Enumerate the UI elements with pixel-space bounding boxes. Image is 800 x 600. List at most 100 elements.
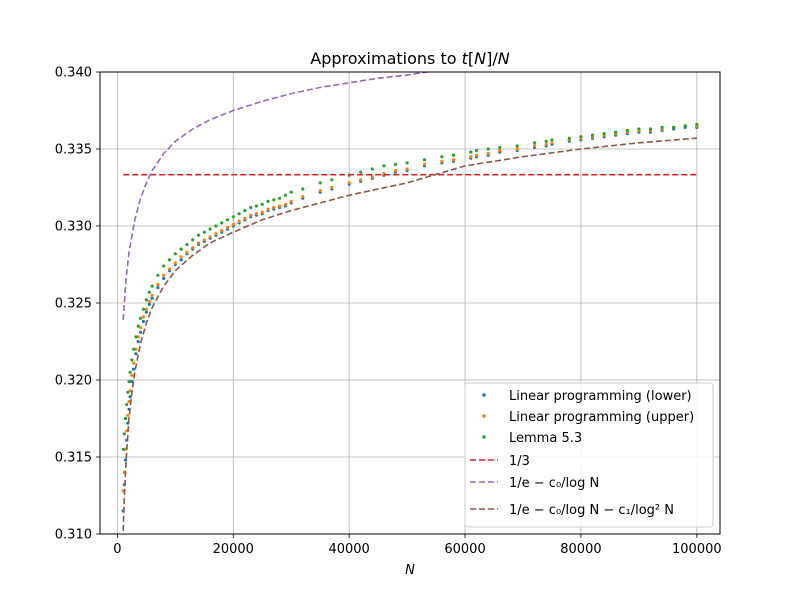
data-point: [283, 193, 287, 197]
data-point: [132, 361, 136, 365]
data-point: [196, 241, 201, 245]
data-point: [214, 224, 218, 228]
data-point: [370, 167, 374, 171]
data-point: [544, 142, 548, 146]
data-point: [405, 161, 409, 165]
data-point: [134, 352, 138, 356]
data-point: [515, 147, 519, 151]
data-point: [567, 136, 571, 140]
data-point: [150, 284, 154, 288]
data-point: [498, 145, 502, 150]
data-point: [128, 389, 132, 393]
data-point: [249, 213, 253, 217]
data-point: [123, 458, 128, 462]
data-point: [167, 258, 172, 262]
data-point: [127, 379, 131, 384]
data-point: [260, 202, 264, 206]
data-point: [625, 128, 629, 133]
data-point: [141, 315, 146, 319]
data-point: [243, 216, 247, 220]
data-point: [614, 130, 618, 134]
data-point: [208, 227, 212, 231]
data-point: [544, 139, 548, 143]
data-point: [237, 212, 241, 216]
x-tick-label: 80000: [560, 542, 601, 557]
data-point: [156, 282, 160, 287]
data-point: [469, 155, 473, 159]
data-point: [150, 296, 154, 300]
data-point: [134, 335, 138, 339]
plot-area: [121, 72, 699, 531]
data-point: [162, 264, 166, 268]
data-point: [231, 215, 235, 219]
data-point: [139, 330, 143, 334]
data-point: [260, 210, 264, 214]
data-point: [173, 252, 177, 256]
data-point: [243, 209, 247, 213]
data-point: [214, 232, 218, 236]
data-point: [127, 400, 131, 404]
legend-label: 1/e − c₀/log N: [509, 476, 599, 491]
data-point: [144, 298, 148, 302]
legend-label: 1/3: [509, 454, 530, 469]
data-point: [254, 204, 258, 208]
data-point: [179, 255, 183, 259]
data-point: [318, 189, 322, 193]
data-point: [202, 238, 206, 242]
data-point: [141, 307, 146, 311]
data-point: [289, 199, 293, 203]
data-point: [393, 169, 398, 173]
data-point: [139, 326, 143, 330]
data-point: [121, 447, 125, 451]
x-tick-label: 100000: [672, 542, 722, 557]
data-point: [179, 258, 183, 262]
data-point: [144, 310, 148, 314]
data-point: [128, 370, 132, 374]
data-point: [147, 302, 151, 307]
ticks: 0 20000 40000 60000 80000 100000 0.310 0.315 0.3…: [55, 66, 722, 558]
series-group: [121, 72, 699, 531]
data-point: [330, 185, 334, 190]
data-point: [422, 158, 427, 162]
data-point: [173, 261, 177, 265]
data-point: [225, 218, 230, 222]
data-point: [162, 273, 166, 277]
data-point: [602, 132, 606, 136]
data-point: [196, 233, 201, 237]
data-point: [167, 267, 172, 271]
y-tick-label: 0.315: [55, 451, 92, 466]
legend-label: 1/e − c₀/log N − c₁/log² N: [509, 503, 674, 518]
data-point: [272, 198, 276, 202]
data-point: [179, 247, 183, 251]
data-point: [150, 293, 154, 297]
data-point: [486, 152, 490, 156]
data-point: [382, 164, 386, 168]
data-point: [318, 181, 322, 185]
data-point: [136, 339, 140, 344]
data-point: [162, 276, 166, 280]
data-point: [126, 413, 130, 417]
legend-label: Linear programming (upper): [509, 410, 694, 425]
data-point: [289, 190, 293, 194]
data-point: [283, 202, 287, 206]
legend: Linear programming (lower) Linear program…: [464, 382, 714, 528]
data-point: [130, 358, 134, 362]
data-point: [498, 148, 502, 153]
y-tick-label: 0.320: [55, 374, 92, 389]
data-point: [220, 221, 224, 225]
legend-label: Lemma 5.3: [509, 431, 582, 446]
data-point: [156, 273, 160, 277]
data-point: [359, 178, 363, 182]
data-point: [660, 125, 664, 129]
data-point: [191, 246, 195, 250]
legend-marker: [482, 435, 486, 439]
data-point: [579, 135, 583, 139]
data-point: [451, 153, 456, 157]
data-point: [440, 155, 444, 159]
x-tick-label: 40000: [328, 542, 369, 557]
data-point: [132, 347, 136, 351]
data-point: [185, 250, 189, 254]
data-point: [637, 127, 641, 131]
data-point: [122, 432, 126, 436]
